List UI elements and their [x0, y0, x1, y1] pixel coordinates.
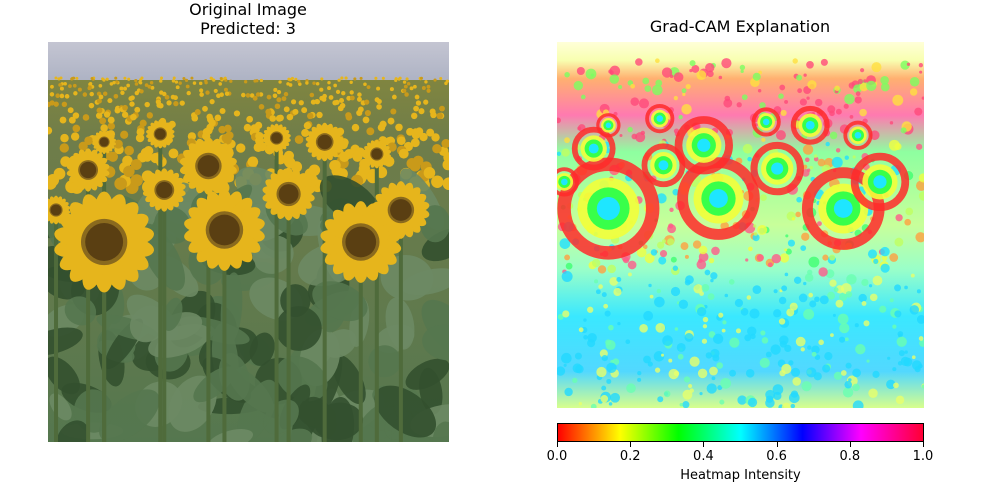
colorbar-tick-label: 0.2: [610, 449, 650, 464]
colorbar-tick: [630, 442, 631, 447]
colorbar-tick-label: 0.0: [537, 449, 577, 464]
colorbar-label: Heatmap Intensity: [557, 468, 924, 483]
gradcam-overlay-image: [557, 42, 924, 408]
colorbar-tick: [703, 442, 704, 447]
gradcam-heatmap: [557, 42, 924, 408]
colorbar-tick: [923, 442, 924, 447]
colorbar-tick: [850, 442, 851, 447]
gradcam-title: Grad-CAM Explanation: [540, 17, 940, 36]
colorbar-tick-label: 0.6: [757, 449, 797, 464]
colorbar-tick: [557, 442, 558, 447]
original-image-title-line1: Original Image: [148, 0, 348, 19]
original-image-title: Original Image Predicted: 3: [148, 0, 348, 38]
colorbar-tick: [777, 442, 778, 447]
colorbar: [557, 423, 924, 442]
predicted-label: Predicted: 3: [148, 19, 348, 38]
colorbar-tick-label: 1.0: [903, 449, 943, 464]
colorbar-tick-label: 0.4: [683, 449, 723, 464]
original-image: [48, 42, 449, 442]
sunflower-field-image: [48, 42, 449, 442]
colorbar-tick-label: 0.8: [830, 449, 870, 464]
